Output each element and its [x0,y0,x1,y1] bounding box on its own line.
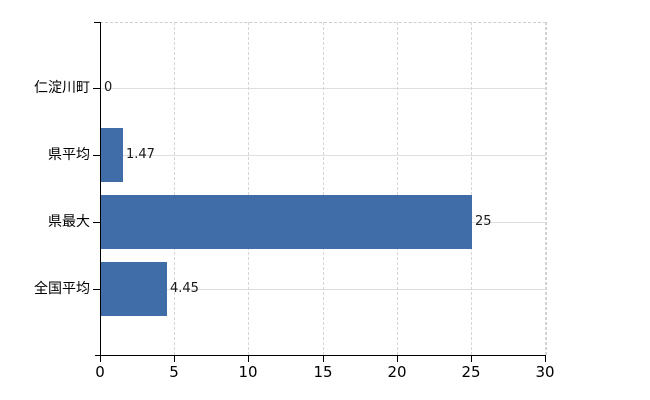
bar-value-label: 25 [475,214,492,229]
x-tick [397,355,398,362]
bar-value-label: 4.45 [170,281,199,296]
y-tick [93,88,100,89]
vertical-gridline [174,22,175,355]
category-label: 県最大 [48,214,90,230]
bar-value-label: 0 [104,80,113,95]
x-tick [100,355,101,362]
x-tick [471,355,472,362]
category-label: 全国平均 [34,281,90,297]
bar [101,262,167,316]
vertical-gridline [248,22,249,355]
y-axis-line [100,22,101,355]
x-tick-label: 15 [313,363,333,381]
x-tick [323,355,324,362]
y-tick [93,289,100,290]
bar-value-label: 1.47 [126,147,155,162]
plot-border-top [100,22,546,23]
x-tick-label: 25 [461,363,481,381]
x-tick [248,355,249,362]
x-tick-label: 20 [387,363,407,381]
x-tick [545,355,546,362]
category-label: 県平均 [48,147,90,163]
x-tick-label: 10 [238,363,258,381]
x-axis-line [95,355,546,356]
x-tick-label: 0 [95,363,105,381]
x-tick [174,355,175,362]
vertical-gridline [545,22,546,355]
y-axis-end-tick [94,22,100,23]
bar [101,195,472,249]
vertical-gridline [471,22,472,355]
category-label: 仁淀川町 [34,80,90,96]
vertical-gridline [323,22,324,355]
y-tick [93,155,100,156]
plot-border-right [546,22,547,355]
vertical-gridline [397,22,398,355]
x-tick-label: 5 [169,363,179,381]
y-tick [93,222,100,223]
x-tick-label: 30 [535,363,555,381]
bar [101,128,123,182]
